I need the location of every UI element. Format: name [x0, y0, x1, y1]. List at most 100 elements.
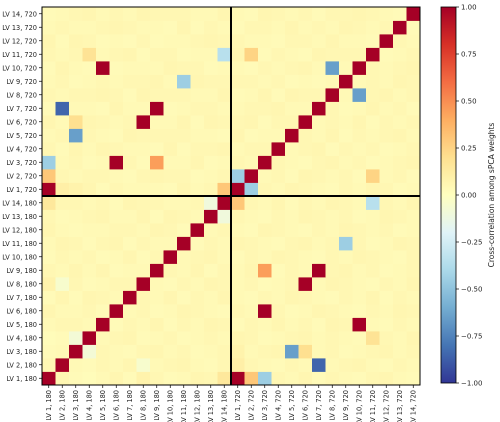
heatmap-cell [339, 74, 353, 89]
block-dividers [42, 7, 420, 385]
heatmap-cell [163, 7, 178, 21]
heatmap-cell [366, 47, 380, 62]
heatmap-cell [123, 358, 137, 372]
heatmap-cell [285, 34, 299, 48]
heatmap-cell [339, 142, 353, 156]
heatmap-cell [379, 223, 394, 237]
heatmap-cell [42, 290, 56, 305]
heatmap-cell [136, 20, 151, 35]
heatmap-cell [204, 331, 218, 345]
heatmap-cell [177, 182, 191, 197]
heatmap-cell [136, 182, 151, 197]
heatmap-cell [339, 101, 353, 116]
heatmap-cells [42, 7, 421, 386]
heatmap-cell [109, 142, 124, 156]
heatmap-cell [82, 20, 97, 35]
heatmap-cell [393, 196, 407, 210]
heatmap-cell [339, 88, 353, 102]
heatmap-cell [352, 223, 367, 237]
heatmap-cell [217, 277, 232, 291]
heatmap-cell [217, 290, 232, 305]
heatmap-cell [217, 331, 232, 345]
heatmap-cell [109, 317, 124, 332]
heatmap-cell [136, 74, 151, 89]
x-tick-label: LV 5, 180 [99, 390, 107, 421]
heatmap-cell [352, 209, 367, 224]
heatmap-cell [352, 128, 367, 143]
heatmap-cell [190, 250, 205, 264]
heatmap-cell [55, 331, 70, 345]
heatmap-cell [42, 263, 56, 278]
heatmap-cell [231, 101, 245, 116]
heatmap-cell [352, 169, 367, 183]
heatmap-cell [55, 344, 70, 359]
heatmap-cell [406, 223, 421, 237]
heatmap-cell [123, 142, 137, 156]
colorbar-tick-label: −0.75 [461, 333, 482, 341]
heatmap-cell [244, 74, 259, 89]
y-tick-label: LV 5, 720 [6, 132, 37, 140]
heatmap-cell [123, 34, 137, 48]
heatmap-cell [109, 344, 124, 359]
heatmap-cell [325, 128, 340, 143]
heatmap-cell [136, 277, 151, 291]
heatmap-cell [325, 371, 340, 386]
heatmap-cell [204, 7, 218, 21]
heatmap-cell [406, 290, 421, 305]
heatmap-cell [136, 223, 151, 237]
heatmap-cell [366, 250, 380, 264]
heatmap-cell [379, 358, 394, 372]
heatmap-cell [177, 142, 191, 156]
heatmap-cell [42, 209, 56, 224]
heatmap-cell [163, 20, 178, 35]
heatmap-cell [190, 74, 205, 89]
heatmap-cell [217, 101, 232, 116]
heatmap-cell [204, 88, 218, 102]
x-tick-label: LV 1, 180 [45, 390, 53, 421]
heatmap-cell [82, 182, 97, 197]
heatmap-cell [42, 236, 56, 251]
heatmap-cell [406, 250, 421, 264]
heatmap-cell [69, 317, 83, 332]
y-tick-label: LV 10, 180 [2, 253, 37, 261]
y-tick-label: LV 8, 720 [6, 91, 37, 99]
heatmap-cell [42, 34, 56, 48]
heatmap-cell [352, 317, 367, 332]
heatmap-cell [366, 236, 380, 251]
heatmap-cell [298, 61, 313, 75]
heatmap-cell [69, 344, 83, 359]
heatmap-cell [325, 115, 340, 129]
heatmap-cell [190, 101, 205, 116]
heatmap-cell [231, 371, 245, 386]
heatmap-cell [231, 20, 245, 35]
heatmap-cell [244, 358, 259, 372]
heatmap-cell [109, 371, 124, 386]
heatmap-cell [55, 182, 70, 197]
heatmap-cell [109, 61, 124, 75]
heatmap-cell [366, 74, 380, 89]
heatmap-cell [177, 155, 191, 170]
heatmap-cell [406, 115, 421, 129]
heatmap-cell [406, 155, 421, 170]
heatmap-cell [258, 358, 272, 372]
heatmap-cell [177, 128, 191, 143]
heatmap-cell [177, 317, 191, 332]
heatmap-cell [190, 331, 205, 345]
heatmap-cell [136, 209, 151, 224]
heatmap-cell [96, 317, 110, 332]
heatmap-cell [379, 277, 394, 291]
heatmap-cell [204, 182, 218, 197]
heatmap-cell [123, 209, 137, 224]
heatmap-cell [352, 358, 367, 372]
heatmap-cell [393, 61, 407, 75]
x-tick-label: LV 3, 180 [72, 390, 80, 421]
heatmap-cell [42, 61, 56, 75]
heatmap-cell [123, 277, 137, 291]
y-tick-label: LV 4, 720 [6, 145, 37, 153]
heatmap-cell [217, 115, 232, 129]
heatmap-cell [204, 169, 218, 183]
heatmap-cell [298, 47, 313, 62]
heatmap-cell [163, 371, 178, 386]
heatmap-cell [109, 236, 124, 251]
heatmap-cell [258, 7, 272, 21]
